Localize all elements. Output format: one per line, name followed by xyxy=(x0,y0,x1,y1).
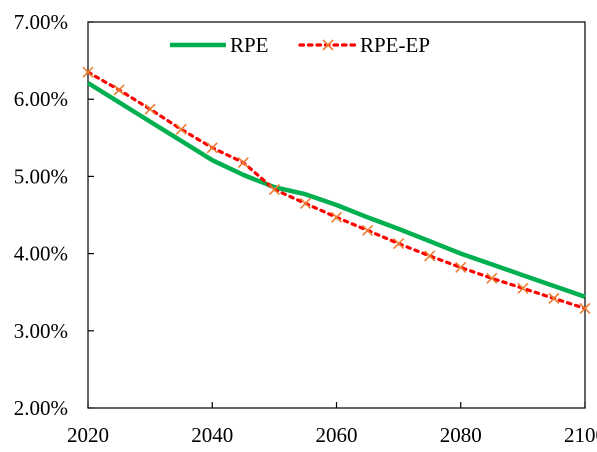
data-point-rpe-ep xyxy=(175,123,187,135)
data-point-rpe-ep xyxy=(113,84,125,96)
data-point-rpe-ep xyxy=(548,292,560,304)
data-point-rpe-ep xyxy=(424,250,436,262)
x-tick-label: 2100 xyxy=(564,423,597,447)
y-tick-label: 6.00% xyxy=(14,87,68,111)
data-point-rpe-ep xyxy=(579,302,591,314)
data-point-rpe-ep xyxy=(82,66,94,78)
y-tick-label: 2.00% xyxy=(14,396,68,420)
legend-label-rpe: RPE xyxy=(230,33,269,57)
data-point-rpe-ep xyxy=(486,272,498,284)
y-tick-label: 3.00% xyxy=(14,319,68,343)
data-point-rpe-ep xyxy=(330,211,343,223)
y-tick-label: 5.00% xyxy=(14,164,68,188)
data-point-rpe-ep xyxy=(299,197,312,209)
y-tick-label: 7.00% xyxy=(14,10,68,34)
x-tick-label: 2060 xyxy=(316,423,358,447)
data-point-rpe-ep xyxy=(206,142,218,154)
data-point-rpe-ep xyxy=(237,156,249,169)
data-point-rpe-ep xyxy=(268,183,280,196)
x-tick-label: 2040 xyxy=(191,423,233,447)
axis-layer: 2.00% 3.00% 4.00% 5.00% 6.00% 7.00% 2020 2040 20… xyxy=(14,10,597,447)
data-point-rpe-ep xyxy=(393,237,405,250)
legend-label-rpe-ep: RPE-EP xyxy=(360,33,430,57)
legend: RPE RPE-EP xyxy=(170,33,430,57)
legend-item-rpe-ep: RPE-EP xyxy=(298,33,430,57)
series-layer xyxy=(82,66,591,314)
data-point-rpe-ep xyxy=(144,103,156,115)
data-point-rpe-ep xyxy=(455,261,467,274)
y-tick-label: 4.00% xyxy=(14,242,68,266)
legend-item-rpe: RPE xyxy=(170,33,269,57)
x-tick-label: 2020 xyxy=(67,423,109,447)
data-point-rpe-ep xyxy=(361,224,374,237)
series-line-rpe xyxy=(86,81,586,299)
x-tick-label: 2080 xyxy=(440,423,482,447)
data-point-rpe-ep xyxy=(517,282,529,294)
